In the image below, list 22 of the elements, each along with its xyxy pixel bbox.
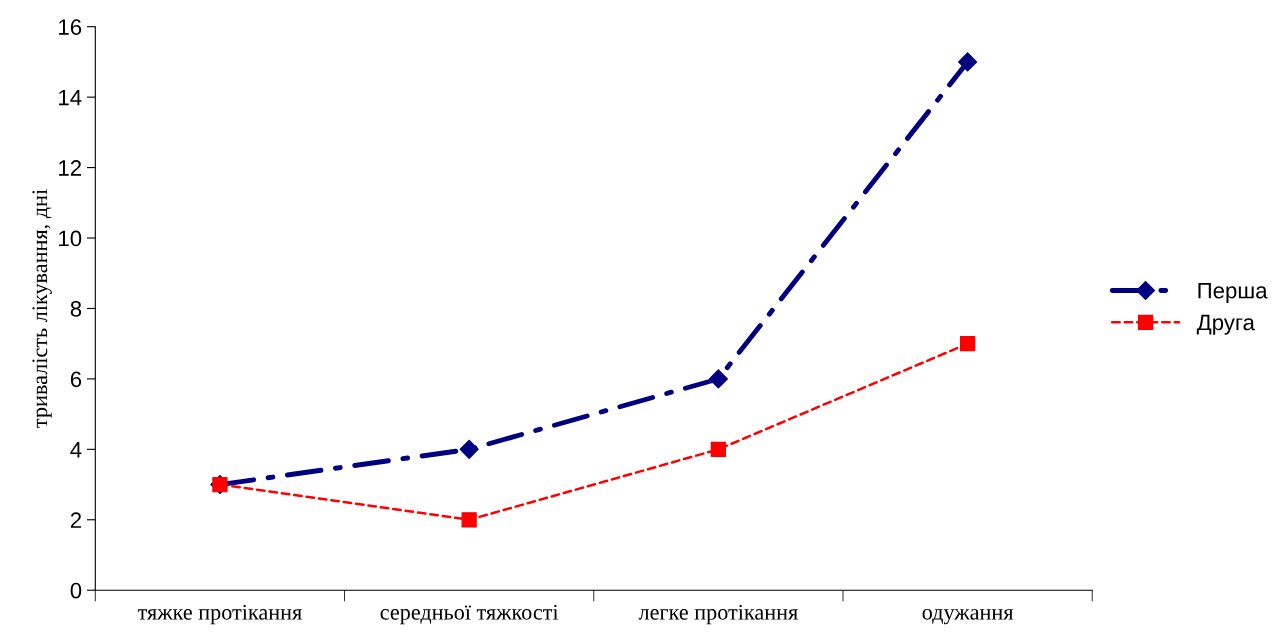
point — [461, 512, 477, 528]
point — [958, 52, 978, 72]
y-tick-label: 12 — [59, 160, 81, 176]
y-tick-label: 2 — [70, 512, 81, 528]
x-tick-label: тяжке протікання — [137, 604, 302, 625]
x-tick-label: одужання — [922, 608, 1014, 625]
x-tick-label: середньої тяжкості — [380, 604, 559, 625]
y-axis-title: тривалість лікування, дні — [32, 189, 52, 428]
legend-label: Друга — [1196, 314, 1255, 335]
x-tick-label: легке протікання — [638, 604, 798, 625]
point — [708, 369, 728, 389]
point — [959, 336, 976, 352]
y-tick-label: 6 — [70, 371, 82, 388]
y-tick-label: 8 — [70, 300, 82, 317]
point — [459, 439, 479, 459]
y-tick-label: 4 — [70, 442, 82, 458]
point — [710, 441, 727, 457]
y-tick-label: 16 — [59, 19, 82, 35]
legend-label: Перша — [1198, 283, 1268, 303]
y-tick-label: 10 — [59, 230, 82, 247]
y-tick-label: 14 — [59, 89, 82, 106]
y-tick-label: 0 — [70, 582, 82, 599]
